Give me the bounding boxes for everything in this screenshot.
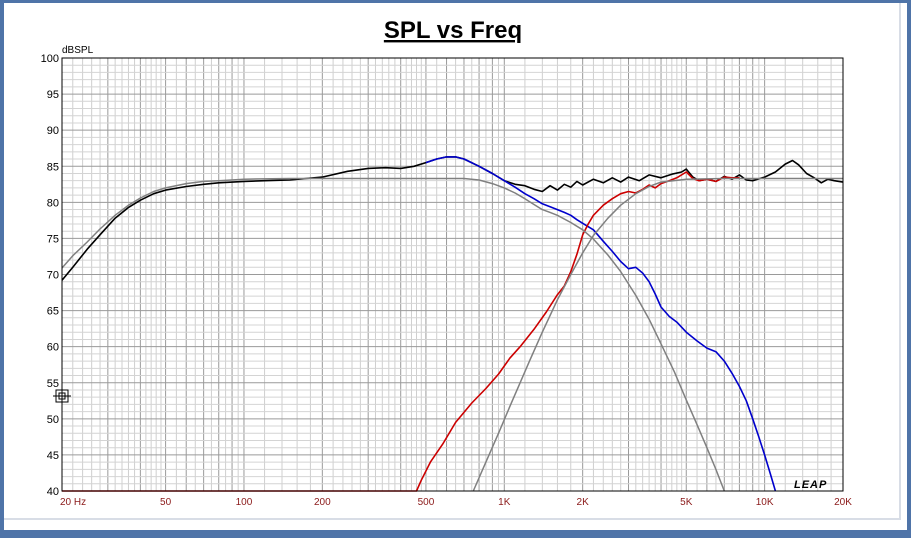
x-tick-label: 200 <box>314 497 331 508</box>
y-tick-label: 40 <box>47 486 59 498</box>
x-tick-label: 100 <box>236 497 253 508</box>
series-group <box>61 156 844 492</box>
y-tick-label: 50 <box>47 414 59 426</box>
x-tick-label: 500 <box>418 497 435 508</box>
y-tick-label: 75 <box>47 233 59 245</box>
x-tick-label: 10K <box>756 497 774 508</box>
y-tick-label: 70 <box>47 270 59 282</box>
x-tick-label: 20 Hz <box>60 497 86 508</box>
grid <box>62 57 844 492</box>
x-tick-label: 20K <box>834 497 852 508</box>
panel-border <box>4 3 901 520</box>
y-tick-label: 55 <box>47 378 59 390</box>
x-tick-labels: 20 Hz 50 100 200 500 1K 2K 5K 10K 20K <box>60 497 852 508</box>
y-tick-label: 65 <box>47 306 59 318</box>
y-tick-label: 45 <box>47 450 59 462</box>
plot-border <box>61 57 844 492</box>
x-tick-label: 5K <box>680 497 693 508</box>
y-tick-label: 95 <box>47 89 59 101</box>
series-line-1 <box>425 156 777 492</box>
y-tick-label: 100 <box>41 53 59 65</box>
x-tick-label: 50 <box>160 497 172 508</box>
series-line-2 <box>62 171 740 492</box>
y-tick-label: 90 <box>47 125 59 137</box>
x-tick-label: 1K <box>498 497 511 508</box>
y-tick-labels: 100 95 90 85 80 75 70 65 60 55 50 45 40 <box>41 53 59 498</box>
y-axis-unit: dBSPL <box>62 45 94 56</box>
series-line-3 <box>61 177 725 492</box>
chart-title: SPL vs Freq <box>384 17 522 44</box>
y-tick-label: 80 <box>47 197 59 209</box>
series-line-0 <box>61 156 844 281</box>
leap-logo: LEAP <box>794 479 827 491</box>
x-tick-label: 2K <box>577 497 590 508</box>
y-tick-label: 60 <box>47 342 59 354</box>
series-line-4 <box>472 177 843 492</box>
crosshair-cursor-icon[interactable] <box>53 387 71 405</box>
y-tick-label: 85 <box>47 161 59 173</box>
